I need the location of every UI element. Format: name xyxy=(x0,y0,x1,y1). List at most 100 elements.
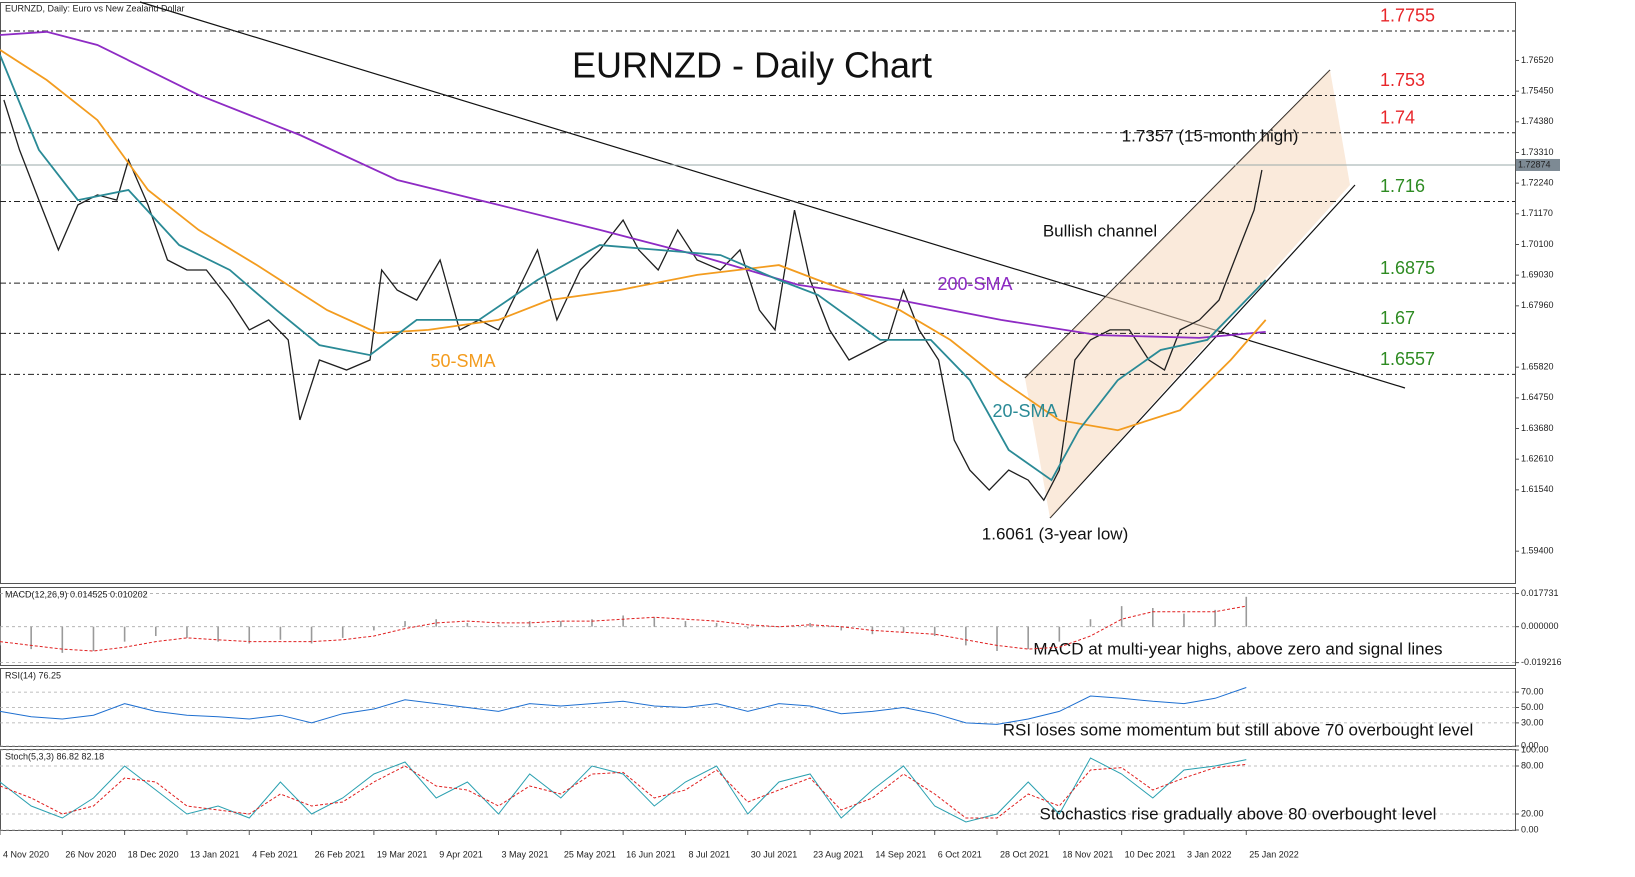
x-tick-label: 25 Jan 2022 xyxy=(1249,849,1299,859)
y-tick-label: 1.72240 xyxy=(1521,178,1554,188)
macd-bar xyxy=(1058,626,1061,642)
macd-bar xyxy=(61,626,64,653)
macd-bar xyxy=(341,626,344,638)
macd-bar xyxy=(996,626,998,651)
macd-bar xyxy=(217,626,219,642)
macd-bar xyxy=(497,624,500,627)
oscillator-line xyxy=(0,757,1247,823)
level-label: 1.6557 xyxy=(1380,349,1435,369)
macd-bar xyxy=(560,621,562,627)
y-tick-label: 0.00 xyxy=(1521,740,1539,750)
macd-bar xyxy=(1183,613,1185,627)
oscillator-line xyxy=(0,687,1247,725)
x-tick-label: 30 Jul 2021 xyxy=(751,849,798,859)
panel-annotation: MACD at multi-year highs, above zero and… xyxy=(1033,639,1442,658)
symbol-info: EURNZD, Daily: Euro vs New Zealand Dolla… xyxy=(5,3,185,13)
level-label: 1.67 xyxy=(1380,308,1415,328)
y-tick-label: 0.00 xyxy=(1521,824,1539,834)
annotation: Bullish channel xyxy=(1043,221,1157,240)
y-tick-label: 1.73310 xyxy=(1521,147,1554,157)
macd-bar xyxy=(715,622,718,627)
current-price-label: 1.72874 xyxy=(1518,159,1551,169)
macd-bar xyxy=(404,621,406,627)
macd-bar xyxy=(528,621,531,627)
macd-bar xyxy=(809,622,811,627)
panel-title: Stoch(5,3,3) 86.82 82.18 xyxy=(5,751,104,761)
x-tick-label: 18 Dec 2020 xyxy=(128,849,179,859)
y-tick-label: 1.69030 xyxy=(1521,270,1554,280)
y-tick-label: 1.67960 xyxy=(1521,300,1554,310)
macd-bar xyxy=(840,626,843,631)
oscillator-line xyxy=(0,763,1247,819)
y-tick-label: 100.00 xyxy=(1521,744,1549,754)
current-price-box xyxy=(1516,158,1560,171)
macd-bar xyxy=(186,626,188,638)
macd-bar xyxy=(1089,619,1092,627)
x-tick-label: 10 Dec 2021 xyxy=(1125,849,1176,859)
level-label: 1.753 xyxy=(1380,70,1425,90)
x-tick-label: 3 Jan 2022 xyxy=(1187,849,1232,859)
y-tick-label: 80.00 xyxy=(1521,760,1544,770)
y-tick-label: 1.74380 xyxy=(1521,116,1554,126)
macd-bar xyxy=(248,626,251,644)
series-label: 200-SMA xyxy=(937,274,1012,294)
series-label: 20-SMA xyxy=(992,401,1057,421)
macd-bar xyxy=(373,626,375,631)
panel-annotation: Stochastics rise gradually above 80 over… xyxy=(1040,804,1437,823)
x-tick-label: 19 Mar 2021 xyxy=(377,849,428,859)
y-tick-label: -0.019216 xyxy=(1521,657,1562,667)
x-tick-label: 26 Feb 2021 xyxy=(315,849,366,859)
price-line xyxy=(0,54,1267,482)
x-tick-label: 9 Apr 2021 xyxy=(439,849,483,859)
signal-line xyxy=(0,605,1247,652)
macd-bar xyxy=(30,626,32,650)
level-label: 1.6875 xyxy=(1380,258,1435,278)
panel-title: RSI(14) 76.25 xyxy=(5,670,61,680)
x-tick-label: 25 May 2021 xyxy=(564,849,616,859)
x-tick-label: 26 Nov 2020 xyxy=(65,849,116,859)
y-tick-label: 0.017731 xyxy=(1521,588,1559,598)
panel-title: MACD(12,26,9) 0.014525 0.010202 xyxy=(5,589,148,599)
level-label: 1.74 xyxy=(1380,107,1415,127)
macd-bar xyxy=(1214,609,1216,627)
y-tick-label: 1.76520 xyxy=(1521,55,1554,65)
channel-fill xyxy=(1025,70,1350,518)
macd-bar xyxy=(1152,607,1154,627)
macd-bar xyxy=(123,626,126,642)
macd-bar xyxy=(279,626,282,640)
macd-bar xyxy=(466,622,469,627)
x-tick-label: 4 Feb 2021 xyxy=(252,849,298,859)
macd-bar xyxy=(310,626,313,644)
macd-bar xyxy=(92,626,95,651)
x-tick-label: 4 Nov 2020 xyxy=(3,849,49,859)
y-tick-label: 20.00 xyxy=(1521,808,1544,818)
y-tick-label: 50.00 xyxy=(1521,702,1544,712)
macd-bar xyxy=(0,626,1,646)
level-label: 1.7755 xyxy=(1380,6,1435,26)
y-tick-label: 1.63680 xyxy=(1521,423,1554,433)
x-tick-label: 18 Nov 2021 xyxy=(1062,849,1113,859)
y-tick-label: 1.75450 xyxy=(1521,86,1554,96)
macd-bar xyxy=(435,619,437,627)
level-label: 1.716 xyxy=(1380,176,1425,196)
x-tick-label: 14 Sep 2021 xyxy=(875,849,926,859)
price-frame xyxy=(0,2,1516,584)
macd-bar xyxy=(902,626,905,633)
x-tick-label: 8 Jul 2021 xyxy=(688,849,730,859)
macd-bar xyxy=(653,617,656,627)
macd-bar xyxy=(1245,596,1248,627)
x-tick-label: 6 Oct 2021 xyxy=(938,849,982,859)
y-tick-label: 1.62610 xyxy=(1521,454,1554,464)
stoch-frame xyxy=(0,749,1516,831)
x-tick-label: 23 Aug 2021 xyxy=(813,849,864,859)
macd-bar xyxy=(622,615,624,627)
macd-bar xyxy=(933,626,936,637)
price-line xyxy=(3,99,1263,502)
macd-bar xyxy=(591,619,593,627)
macd-bar xyxy=(1027,626,1029,650)
y-tick-label: 1.65820 xyxy=(1521,362,1554,372)
macd-bar xyxy=(154,626,157,637)
macd-bar xyxy=(965,626,967,646)
y-tick-label: 1.71170 xyxy=(1521,208,1553,218)
